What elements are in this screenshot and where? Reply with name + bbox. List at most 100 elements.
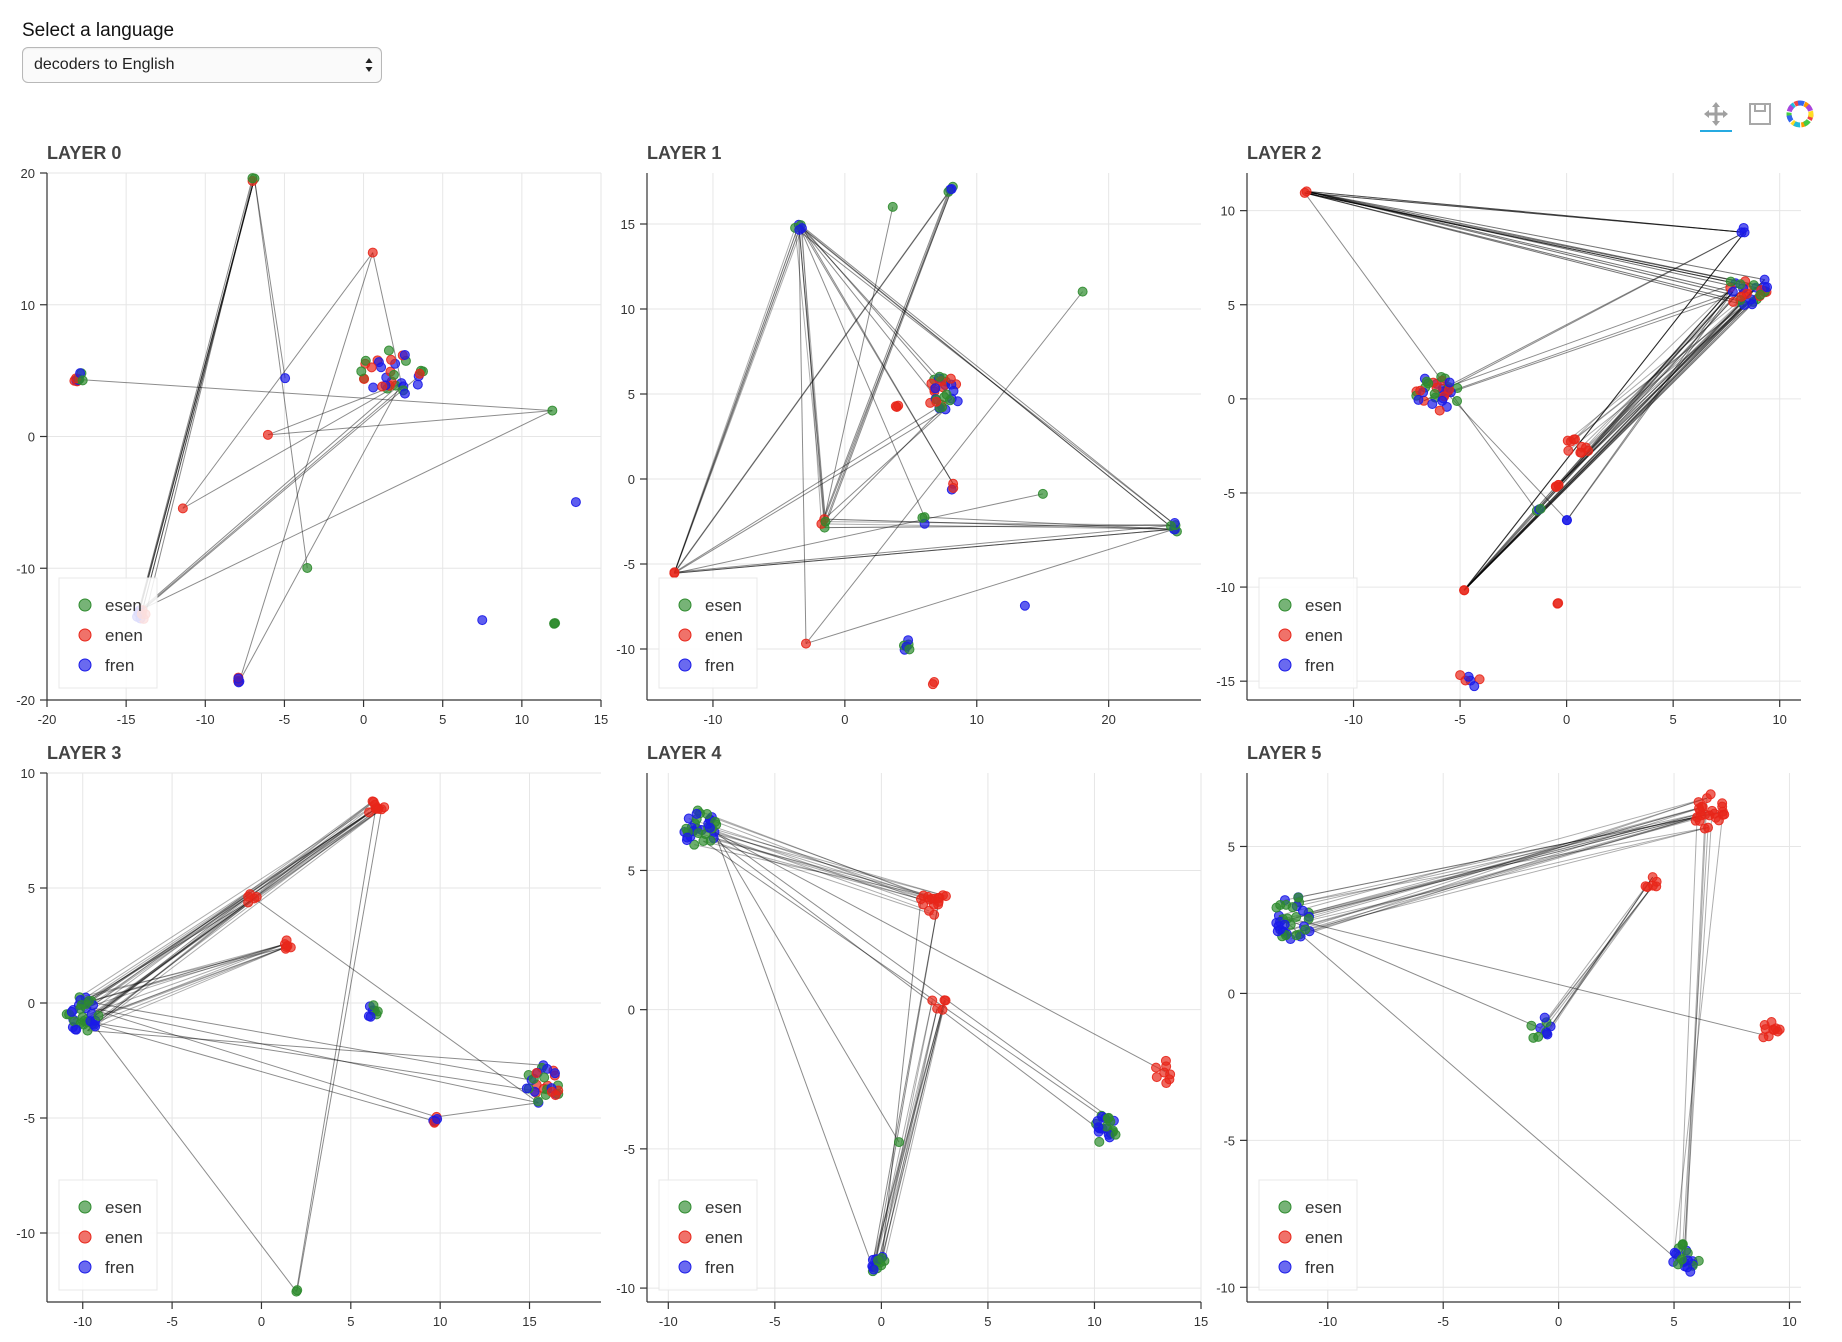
- link-line: [794, 227, 1176, 526]
- y-tick-label: -5: [623, 557, 635, 572]
- link-line: [1290, 807, 1700, 940]
- link-line: [1463, 291, 1734, 591]
- scatter-point: [1735, 279, 1746, 290]
- link-line: [1585, 279, 1765, 448]
- chart-panel-0[interactable]: LAYER 0 -20 -15 -10 -5 0 5 10 15 -20 -10 0 10 20 esen e…: [16, 143, 608, 727]
- link-lines: [76, 178, 553, 682]
- scatter-point: [365, 1011, 376, 1022]
- x-tick-label: -5: [1454, 712, 1466, 727]
- scatter-point: [386, 354, 397, 365]
- y-tick-label: 10: [21, 766, 35, 781]
- legend-label-fren: fren: [705, 1258, 734, 1277]
- legend-label-enen: enen: [705, 1228, 743, 1247]
- scatter-point: [1693, 797, 1704, 808]
- link-line: [1550, 876, 1654, 1027]
- link-line: [1463, 299, 1752, 591]
- link-line: [138, 386, 404, 614]
- link-line: [703, 840, 1102, 1117]
- scatter-point: [280, 373, 291, 384]
- scatter-point: [1291, 930, 1302, 941]
- scatter-point: [432, 1113, 443, 1124]
- link-line: [182, 252, 374, 509]
- save-tool-icon[interactable]: [1742, 96, 1778, 132]
- link-line: [1296, 814, 1706, 907]
- language-select-label: Select a language: [22, 20, 175, 41]
- link-line: [1306, 190, 1752, 300]
- scatter-point: [1760, 1024, 1771, 1035]
- scatter-point: [1539, 1012, 1550, 1023]
- link-line: [714, 831, 1171, 1075]
- legend-marker-enen: [678, 1230, 692, 1244]
- scatter-point: [383, 345, 394, 356]
- scatter-point: [820, 516, 831, 527]
- link-line: [1566, 282, 1736, 521]
- link-line: [825, 189, 951, 522]
- legend-marker-enen: [78, 1230, 92, 1244]
- scatter-point: [549, 1068, 560, 1079]
- link-line: [880, 899, 922, 1266]
- scatter-point: [1110, 1129, 1121, 1140]
- link-line: [801, 227, 1175, 530]
- legend-marker-enen: [1278, 628, 1292, 642]
- scatter-point: [1694, 815, 1705, 826]
- x-tick-label: 10: [515, 712, 529, 727]
- chart-panel-4[interactable]: LAYER 4 -10 -5 0 5 10 15 -10 -5 0 5 esen enen fren: [616, 743, 1208, 1329]
- scatter-point: [1297, 905, 1308, 916]
- y-tick-label: -15: [1216, 674, 1235, 689]
- link-line: [92, 943, 286, 1006]
- scatter-point: [1748, 280, 1759, 291]
- legend-label-enen: enen: [705, 626, 743, 645]
- chart-panel-3[interactable]: LAYER 3 -10 -5 0 5 10 15 -10 -5 0 5 10 esen enen fren: [16, 743, 601, 1329]
- link-line: [79, 946, 287, 998]
- link-line: [1304, 192, 1756, 289]
- link-line: [92, 946, 287, 1025]
- link-line: [1463, 287, 1757, 591]
- link-line: [684, 831, 940, 899]
- scatter-point: [1717, 801, 1728, 812]
- x-tick-label: 0: [878, 1314, 885, 1329]
- scatter-point: [414, 368, 425, 379]
- link-line: [1684, 798, 1708, 1267]
- legend-label-esen: esen: [105, 596, 142, 615]
- chart-panel-1[interactable]: LAYER 1 -10 0 10 20 -10 -5 0 5 10 15 esen enen fren: [616, 143, 1201, 727]
- x-tick-label: -10: [1318, 1314, 1337, 1329]
- bokeh-logo-icon[interactable]: [1782, 96, 1818, 132]
- x-tick-label: 15: [522, 1314, 536, 1329]
- link-line: [1298, 811, 1724, 898]
- scatter-point: [1676, 1254, 1687, 1265]
- legend-box: [658, 577, 758, 689]
- scatter-point: [669, 567, 680, 578]
- pan-tool-icon[interactable]: [1698, 96, 1734, 132]
- link-line: [1442, 388, 1568, 521]
- link-line: [694, 823, 924, 905]
- chart-panel-5[interactable]: LAYER 5 -10 -5 0 5 10 -10 -5 0 5 esen enen fren: [1216, 743, 1801, 1329]
- scatter-point: [1303, 913, 1314, 924]
- scatter-point: [1094, 1136, 1105, 1147]
- link-line: [139, 382, 402, 611]
- plot-toolbar: [1690, 96, 1820, 136]
- select-arrows-icon: [365, 58, 373, 72]
- link-line: [1299, 816, 1698, 935]
- legend-label-esen: esen: [1305, 596, 1342, 615]
- legend-marker-esen: [78, 1200, 92, 1214]
- link-line: [1306, 190, 1745, 233]
- link-line: [713, 837, 1110, 1138]
- link-line: [798, 224, 946, 410]
- language-select[interactable]: decoders to English: [22, 47, 382, 83]
- link-line: [798, 224, 954, 484]
- link-line: [84, 946, 287, 1022]
- link-line: [673, 227, 803, 574]
- link-line: [1306, 190, 1733, 293]
- legend-marker-esen: [1278, 598, 1292, 612]
- link-line: [72, 806, 385, 1028]
- scatter-point: [542, 1063, 553, 1074]
- link-line: [875, 1000, 933, 1260]
- link-line: [91, 946, 287, 1002]
- link-line: [1682, 827, 1709, 1245]
- link-line: [86, 946, 287, 1023]
- link-line: [83, 811, 370, 1025]
- link-line: [1538, 291, 1734, 510]
- scatter-point: [1437, 395, 1448, 406]
- link-line: [673, 227, 796, 573]
- chart-panel-2[interactable]: LAYER 2 -10 -5 0 5 10 -15 -10 -5 0 5 10 esen enen fren: [1216, 143, 1801, 727]
